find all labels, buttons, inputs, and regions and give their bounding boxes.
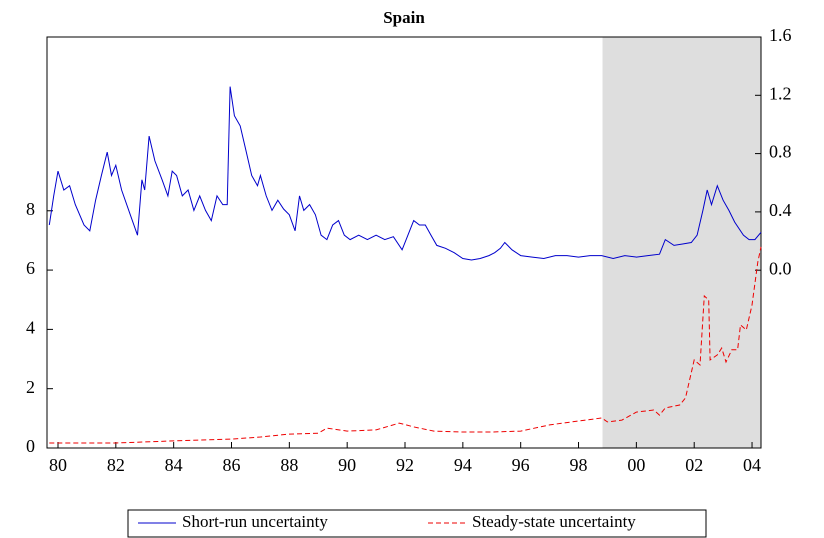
y-tick-label: 6 — [26, 258, 35, 278]
x-tick-label: 84 — [165, 455, 183, 475]
x-tick-label: 80 — [49, 455, 67, 475]
x-tick-label: 02 — [685, 455, 703, 475]
x-tick-label: 92 — [396, 455, 414, 475]
plot-frame — [46, 36, 762, 449]
x-tick-label: 94 — [454, 455, 472, 475]
x-tick-label: 82 — [107, 455, 125, 475]
y2-tick-label: 1.6 — [769, 25, 792, 45]
x-tick-label: 98 — [570, 455, 588, 475]
y-tick-label: 0 — [26, 436, 35, 456]
chart-title: Spain — [383, 8, 425, 27]
y-tick-label: 2 — [26, 377, 35, 397]
x-tick-label: 04 — [743, 455, 761, 475]
x-tick-label: 88 — [280, 455, 298, 475]
legend-box — [127, 509, 707, 538]
y2-tick-label: 0.8 — [769, 142, 792, 162]
y-tick-label: 8 — [26, 199, 35, 219]
legend-label: Steady-state uncertainty — [472, 512, 636, 531]
shaded-region — [602, 37, 761, 448]
legend-label: Short-run uncertainty — [182, 512, 328, 531]
y2-tick-label: 0.0 — [769, 258, 792, 278]
series-line — [48, 86, 762, 261]
y2-tick-label: 1.2 — [769, 83, 792, 103]
x-tick-label: 90 — [338, 455, 356, 475]
series-line — [49, 246, 762, 444]
x-tick-label: 00 — [627, 455, 645, 475]
y-tick-label: 4 — [26, 318, 35, 338]
x-tick-label: 86 — [223, 455, 241, 475]
y2-tick-label: 0.4 — [769, 200, 792, 220]
x-tick-label: 96 — [512, 455, 530, 475]
